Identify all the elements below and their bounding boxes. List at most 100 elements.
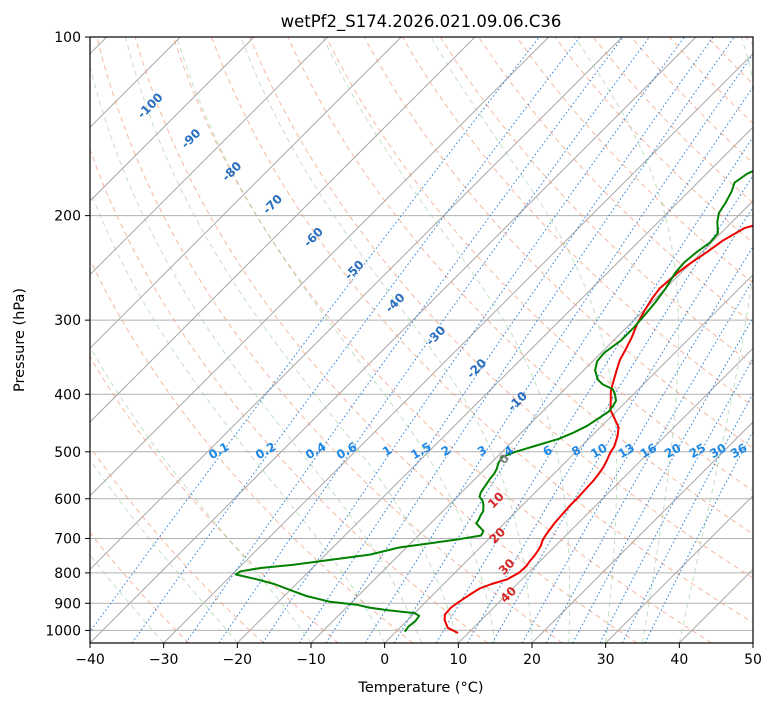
y-tick-label: 600 (54, 492, 81, 508)
adiabat-label: -60 (301, 225, 326, 250)
x-tick-label: 40 (670, 652, 688, 668)
dry-adiabat (401, 37, 753, 407)
mixing-ratio-label: 3 (475, 443, 489, 459)
isotherm-line (752, 642, 753, 643)
mixing-ratio-label: 10 (588, 441, 609, 461)
dry-adiabat (287, 37, 753, 535)
mixing-ratio-label: 6 (541, 443, 555, 459)
isotherm-line (457, 347, 753, 643)
dry-adiabat (134, 37, 638, 643)
mixing-ratio-label: 16 (638, 441, 659, 461)
mixing-ratio-line (521, 245, 753, 643)
dry-adiabat (90, 445, 264, 643)
mixing-ratio-line (325, 37, 735, 643)
dry-adiabat (90, 355, 339, 643)
x-axis-label: Temperature (°C) (357, 680, 483, 696)
profile-lines (234, 169, 753, 634)
y-tick-label: 700 (54, 532, 81, 548)
isotherm-line (384, 273, 753, 643)
moist-adiabat (90, 63, 422, 643)
plot-frame (89, 36, 754, 644)
mixing-ratio-label: 0.1 (206, 440, 231, 463)
x-tick-label: −10 (296, 652, 326, 668)
dry-adiabat (554, 37, 753, 244)
mixing-ratio-line (298, 37, 714, 643)
mixing-ratio-label: 20 (662, 441, 683, 461)
dry-adiabat (478, 37, 753, 325)
isotherm-line (90, 37, 623, 571)
moist-adiabat (90, 189, 386, 643)
adiabat-label: -80 (219, 159, 244, 184)
mixing-ratio-label: 1.5 (408, 440, 433, 463)
y-tick-label: 300 (54, 313, 81, 329)
isotherm-line (90, 37, 550, 497)
isotherm-line (90, 37, 255, 202)
x-tick-label: −20 (223, 652, 253, 668)
isotherm-line (90, 37, 329, 276)
adiabat-label: -20 (464, 356, 489, 381)
x-tick-label: −30 (149, 652, 179, 668)
isotherm-line (678, 568, 753, 643)
temperature-profile-line (443, 224, 753, 634)
isotherm-line (90, 37, 697, 643)
mixing-ratio-line (572, 316, 753, 643)
y-tick-label: 800 (54, 566, 81, 582)
y-tick-label: 500 (54, 445, 81, 461)
adiabat-label: 40 (498, 584, 520, 606)
x-tick-label: 20 (523, 652, 541, 668)
y-tick-label: 100 (54, 30, 81, 46)
x-tick-label: 50 (744, 652, 762, 668)
isotherm-line (90, 37, 402, 350)
y-tick-label: 1000 (45, 623, 81, 639)
dry-adiabat (669, 37, 753, 125)
y-tick-label: 900 (54, 596, 81, 612)
mixing-ratio-line (90, 37, 540, 633)
moist-adiabat (90, 345, 312, 643)
dry-adiabat (516, 37, 753, 284)
mixing-ratio-line (644, 430, 753, 643)
moist-adiabat (125, 37, 459, 643)
x-tick-label: 0 (380, 652, 389, 668)
mixing-ratio-line (364, 53, 753, 643)
moist-adiabat (90, 554, 165, 643)
moist-adiabat (240, 37, 533, 643)
mixing-ratio-line (393, 86, 753, 643)
y-tick-label: 200 (54, 209, 81, 225)
dry-adiabat (90, 148, 488, 643)
dry-adiabat (439, 37, 753, 366)
mixing-ratio-line (218, 37, 650, 643)
dry-adiabat (96, 37, 563, 643)
isotherm-line (236, 126, 753, 643)
chart-title: wetPf2_S174.2026.021.09.06.C36 (281, 12, 562, 32)
x-tick-label: 10 (449, 652, 467, 668)
mixing-ratio-line (131, 37, 581, 643)
isotherm-line (163, 52, 753, 643)
mixing-ratio-label: 13 (616, 441, 637, 461)
adiabat-label: -70 (260, 192, 285, 217)
mixing-ratio-line (491, 206, 753, 643)
dry-adiabat (90, 258, 414, 643)
x-tick-label: −40 (75, 652, 105, 668)
isotherm-line (531, 421, 753, 643)
adiabat-label: -30 (423, 323, 448, 348)
dry-adiabat (249, 37, 753, 579)
isotherm-line (605, 494, 753, 643)
moist-adiabat (322, 37, 571, 643)
moist-adiabat (678, 37, 753, 643)
adiabat-label: 20 (487, 525, 509, 547)
moist-adiabat (90, 458, 238, 643)
moist-adiabat (430, 37, 618, 643)
y-tick-label: 400 (54, 387, 81, 403)
isotherm-line (90, 37, 476, 423)
x-axis-ticks: −40 −30 −20 −10 0 10 20 30 40 50 (75, 643, 762, 668)
moist-adiabat (176, 37, 496, 643)
line-labels: 0.1 0.2 0.4 0.6 1 1.5 2 3 4 6 8 10 13 16 20 25 30 36-100-… (135, 90, 750, 605)
moist-adiabat (574, 37, 679, 643)
mixing-ratio-label: 1 (380, 443, 394, 459)
y-axis-label: Pressure (hPa) (12, 288, 28, 392)
dry-adiabat (172, 37, 712, 643)
dewpoint-profile-line (234, 169, 753, 633)
dry-adiabat (211, 37, 753, 624)
x-tick-label: 30 (597, 652, 615, 668)
